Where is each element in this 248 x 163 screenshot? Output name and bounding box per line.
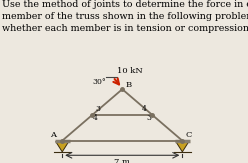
Polygon shape	[56, 141, 69, 152]
Text: C: C	[186, 131, 192, 139]
Text: 4: 4	[93, 114, 97, 122]
Text: 7 m: 7 m	[114, 158, 130, 163]
Text: 3: 3	[96, 105, 101, 113]
Polygon shape	[176, 141, 189, 152]
Text: 4: 4	[142, 105, 147, 113]
Text: Use the method of joints to determine the force in each
member of the truss show: Use the method of joints to determine th…	[2, 0, 248, 33]
Text: A: A	[50, 131, 56, 139]
Text: 10 kN: 10 kN	[117, 67, 143, 75]
Text: 30°: 30°	[92, 78, 106, 86]
Text: B: B	[125, 81, 131, 89]
Text: 3: 3	[146, 114, 151, 122]
